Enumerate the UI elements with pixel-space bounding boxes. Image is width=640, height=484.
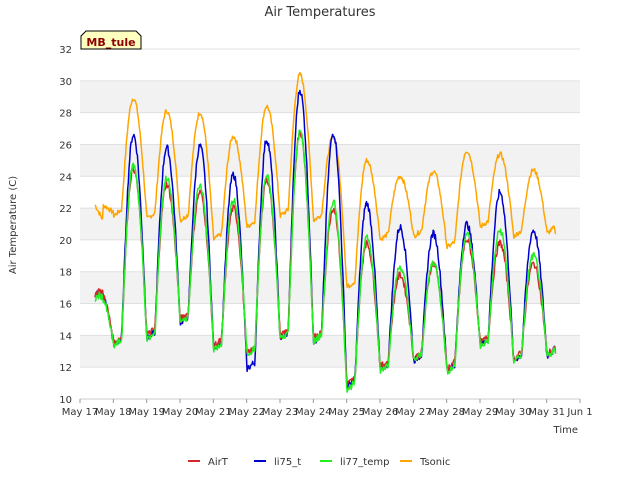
- background-band: [80, 335, 580, 368]
- y-tick-label: 22: [59, 204, 72, 215]
- x-tick-label: May 20: [162, 407, 199, 418]
- x-tick-label: May 22: [228, 407, 265, 418]
- legend-label-li77_temp: li77_temp: [340, 457, 389, 468]
- x-tick-label: May 18: [95, 407, 132, 418]
- x-tick-label: May 25: [328, 407, 365, 418]
- y-tick-label: 20: [59, 236, 72, 247]
- x-tick-label: May 27: [395, 407, 432, 418]
- site-badge-label: MB_tule: [86, 36, 135, 49]
- y-tick-label: 14: [59, 331, 72, 342]
- y-tick-label: 26: [59, 140, 72, 151]
- x-tick-label: May 23: [262, 407, 299, 418]
- series-line-tsonic: [94, 71, 557, 289]
- x-tick-label: Jun 1: [566, 407, 592, 418]
- x-axis-label: Time: [553, 425, 578, 436]
- y-tick-label: 18: [59, 268, 72, 279]
- legend-label-li75_t: li75_t: [274, 457, 301, 468]
- series-line-li77_temp: [94, 129, 557, 393]
- x-tick-label: May 29: [462, 407, 499, 418]
- background-band: [80, 271, 580, 304]
- site-badge: MB_tule: [80, 30, 142, 50]
- y-tick-label: 28: [59, 109, 72, 120]
- legend: AirT li75_t li77_temp Tsonic: [188, 457, 450, 468]
- x-tick-label: May 30: [495, 407, 532, 418]
- x-tick-label: May 26: [362, 407, 399, 418]
- y-tick-label: 16: [59, 300, 72, 311]
- site-badge-shape: [80, 30, 142, 50]
- y-tick-label: 10: [59, 395, 72, 406]
- background-band: [80, 80, 580, 113]
- legend-label-tsonic: Tsonic: [419, 457, 450, 468]
- x-tick-label: May 28: [428, 407, 465, 418]
- legend-label-airt: AirT: [208, 457, 229, 468]
- y-tick-label: 30: [59, 77, 72, 88]
- x-tick-label: May 19: [128, 407, 165, 418]
- y-axis-label: Air Temperature (C): [8, 176, 19, 274]
- x-tick-label: May 17: [62, 407, 99, 418]
- series-lines: [94, 71, 557, 393]
- y-tick-label: 12: [59, 363, 72, 374]
- x-tick-label: May 21: [195, 407, 232, 418]
- chart-title: Air Temperatures: [264, 5, 375, 20]
- x-tick-label: May 24: [295, 407, 332, 418]
- x-tick-label: May 31: [528, 407, 565, 418]
- y-tick-label: 32: [59, 45, 72, 56]
- y-tick-label: 24: [59, 172, 72, 183]
- y-axis-ticks: 10 12 14 16 18 20 22 24 26 28 30 32: [59, 45, 72, 406]
